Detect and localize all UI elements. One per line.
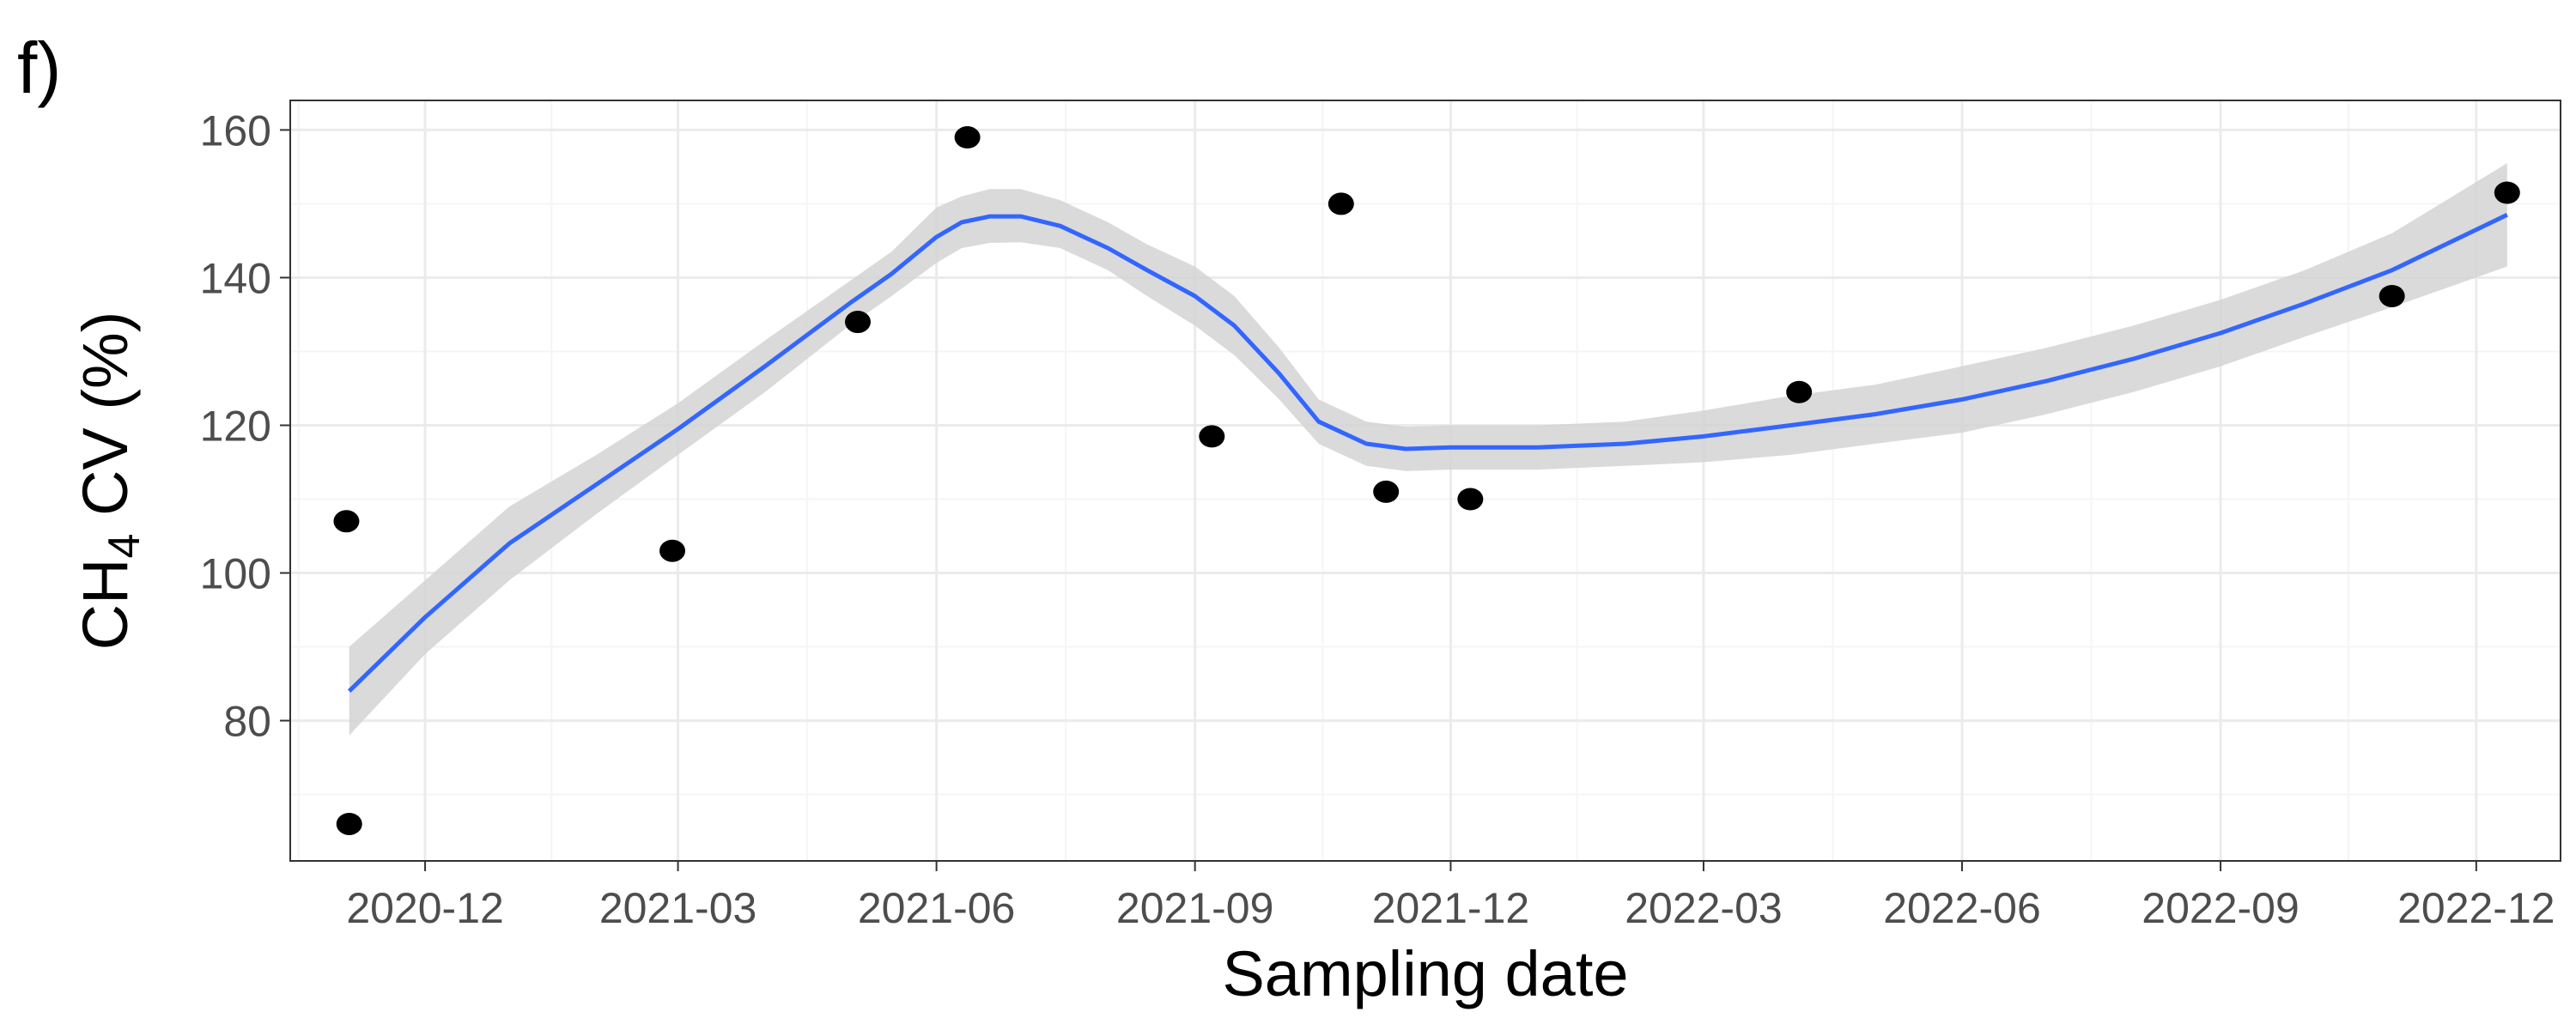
panel-label: f) — [17, 27, 61, 108]
data-point — [954, 126, 981, 149]
data-point — [336, 812, 362, 835]
x-tick-label: 2022-03 — [1625, 884, 1783, 932]
data-point — [2379, 284, 2405, 307]
panel-border — [289, 100, 2561, 862]
y-tick-label: 160 — [200, 106, 271, 154]
data-point — [845, 311, 871, 334]
y-axis-title-main: CH — [70, 559, 141, 651]
y-tick-label: 80 — [223, 698, 271, 746]
x-tick-label: 2021-09 — [1116, 884, 1274, 932]
x-tick-label: 2021-03 — [599, 884, 757, 932]
y-tick-label: 140 — [200, 254, 271, 302]
x-tick-label: 2021-12 — [1372, 884, 1530, 932]
y-axis-title-subscript: 4 — [100, 534, 149, 559]
x-tick-label: 2020-12 — [346, 884, 504, 932]
data-point — [1373, 480, 1400, 503]
x-tick-label: 2022-12 — [2397, 884, 2555, 932]
data-point — [2494, 181, 2520, 204]
x-axis-title: Sampling date — [1222, 938, 1628, 1009]
data-point — [1199, 425, 1225, 448]
y-axis-title-rest: CV (%) — [70, 312, 141, 534]
x-tick-label: 2022-06 — [1883, 884, 2041, 932]
plot-area — [289, 100, 2561, 862]
y-tick-label: 100 — [200, 550, 271, 598]
x-tick-label: 2021-06 — [858, 884, 1016, 932]
smooth-line — [347, 213, 2508, 693]
data-point — [1786, 380, 1813, 403]
y-tick-label: 120 — [200, 402, 271, 450]
y-axis-title: CH4 CV (%) — [70, 312, 149, 651]
data-point — [1457, 488, 1484, 511]
x-axis: 2020-12 2021-03 2021-06 2021-09 2021-12 2022-… — [346, 861, 2555, 932]
data-point — [333, 510, 360, 533]
y-axis: 80 100 120 140 160 — [200, 106, 290, 746]
data-point — [659, 539, 686, 562]
data-point — [1327, 192, 1354, 215]
x-tick-label: 2022-09 — [2142, 884, 2300, 932]
